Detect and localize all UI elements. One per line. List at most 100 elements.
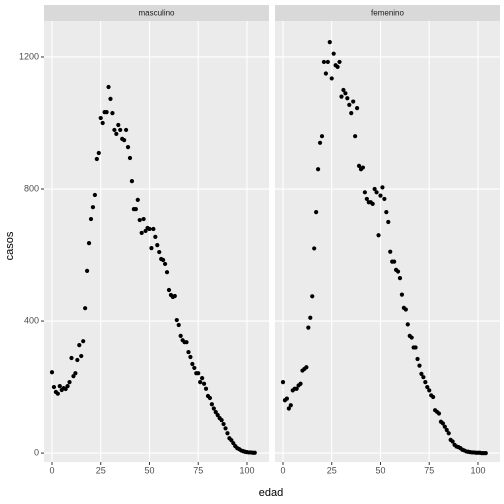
point (155, 243, 160, 248)
point (51, 384, 57, 390)
point (417, 363, 422, 368)
point (347, 102, 352, 107)
point (149, 246, 154, 251)
point (209, 402, 214, 407)
point (327, 40, 332, 45)
point (423, 380, 428, 385)
point (162, 261, 168, 267)
point (298, 381, 303, 386)
x-tick-label: 75 (424, 465, 434, 475)
point (351, 99, 356, 104)
point (55, 391, 60, 396)
point (442, 424, 447, 429)
point (188, 354, 193, 360)
point (345, 96, 350, 101)
point (308, 315, 313, 320)
y-tick-label: 1200 (19, 51, 39, 61)
point (319, 134, 325, 139)
point (219, 417, 224, 423)
point (337, 59, 342, 65)
point (201, 381, 207, 386)
point (49, 370, 55, 375)
point (90, 205, 96, 210)
point (190, 361, 195, 367)
y-axis-label: casos (4, 231, 16, 260)
point (186, 349, 191, 355)
point (143, 228, 148, 234)
strip (275, 5, 500, 21)
point (372, 186, 377, 192)
y-tick-label: 0 (34, 447, 39, 457)
point (211, 406, 216, 411)
point (225, 431, 230, 436)
point (200, 376, 205, 381)
point (57, 383, 62, 389)
point (164, 270, 170, 275)
point (92, 192, 97, 198)
point (450, 439, 455, 444)
point (157, 249, 162, 255)
point (133, 207, 138, 212)
point (73, 371, 78, 376)
point (405, 322, 410, 327)
point (353, 134, 358, 139)
point (341, 87, 346, 93)
point (483, 450, 488, 456)
point (323, 71, 328, 76)
point (122, 138, 127, 143)
point (75, 357, 80, 363)
point (403, 307, 408, 312)
x-tick-label: 0 (49, 465, 54, 475)
point (184, 340, 189, 345)
point (65, 383, 70, 389)
point (380, 185, 385, 190)
point (174, 317, 179, 323)
point (172, 293, 177, 299)
point (196, 371, 201, 376)
point (409, 335, 414, 340)
point (178, 333, 183, 339)
point (284, 396, 289, 401)
point (446, 431, 451, 436)
point (252, 450, 257, 455)
point (399, 292, 405, 297)
point (139, 230, 144, 236)
point (110, 110, 115, 116)
strip (44, 5, 269, 21)
point (69, 355, 74, 361)
point (294, 386, 299, 391)
x-tick-label: 75 (193, 465, 203, 475)
point (100, 120, 105, 126)
y-tick-label: 800 (24, 183, 39, 193)
point (431, 394, 436, 400)
point (370, 201, 375, 206)
point (123, 127, 129, 133)
point (288, 403, 293, 408)
point (329, 76, 334, 81)
point (221, 421, 226, 427)
point (223, 426, 228, 431)
point (427, 388, 432, 393)
x-tick-label: 50 (144, 465, 154, 475)
point (129, 178, 135, 184)
point (376, 233, 381, 238)
point (213, 410, 218, 415)
point (153, 234, 158, 239)
point (229, 438, 234, 443)
point (118, 127, 123, 133)
point (384, 210, 389, 215)
point (176, 322, 181, 328)
point (419, 371, 424, 376)
point (364, 196, 369, 202)
x-tick-label: 100 (239, 465, 254, 475)
point (392, 259, 397, 264)
point (339, 94, 344, 99)
point (349, 110, 354, 116)
point (116, 122, 121, 128)
point (166, 287, 172, 293)
point (362, 190, 367, 195)
x-tick-label: 50 (375, 465, 385, 475)
x-tick-label: 100 (470, 465, 485, 475)
point (413, 345, 418, 350)
